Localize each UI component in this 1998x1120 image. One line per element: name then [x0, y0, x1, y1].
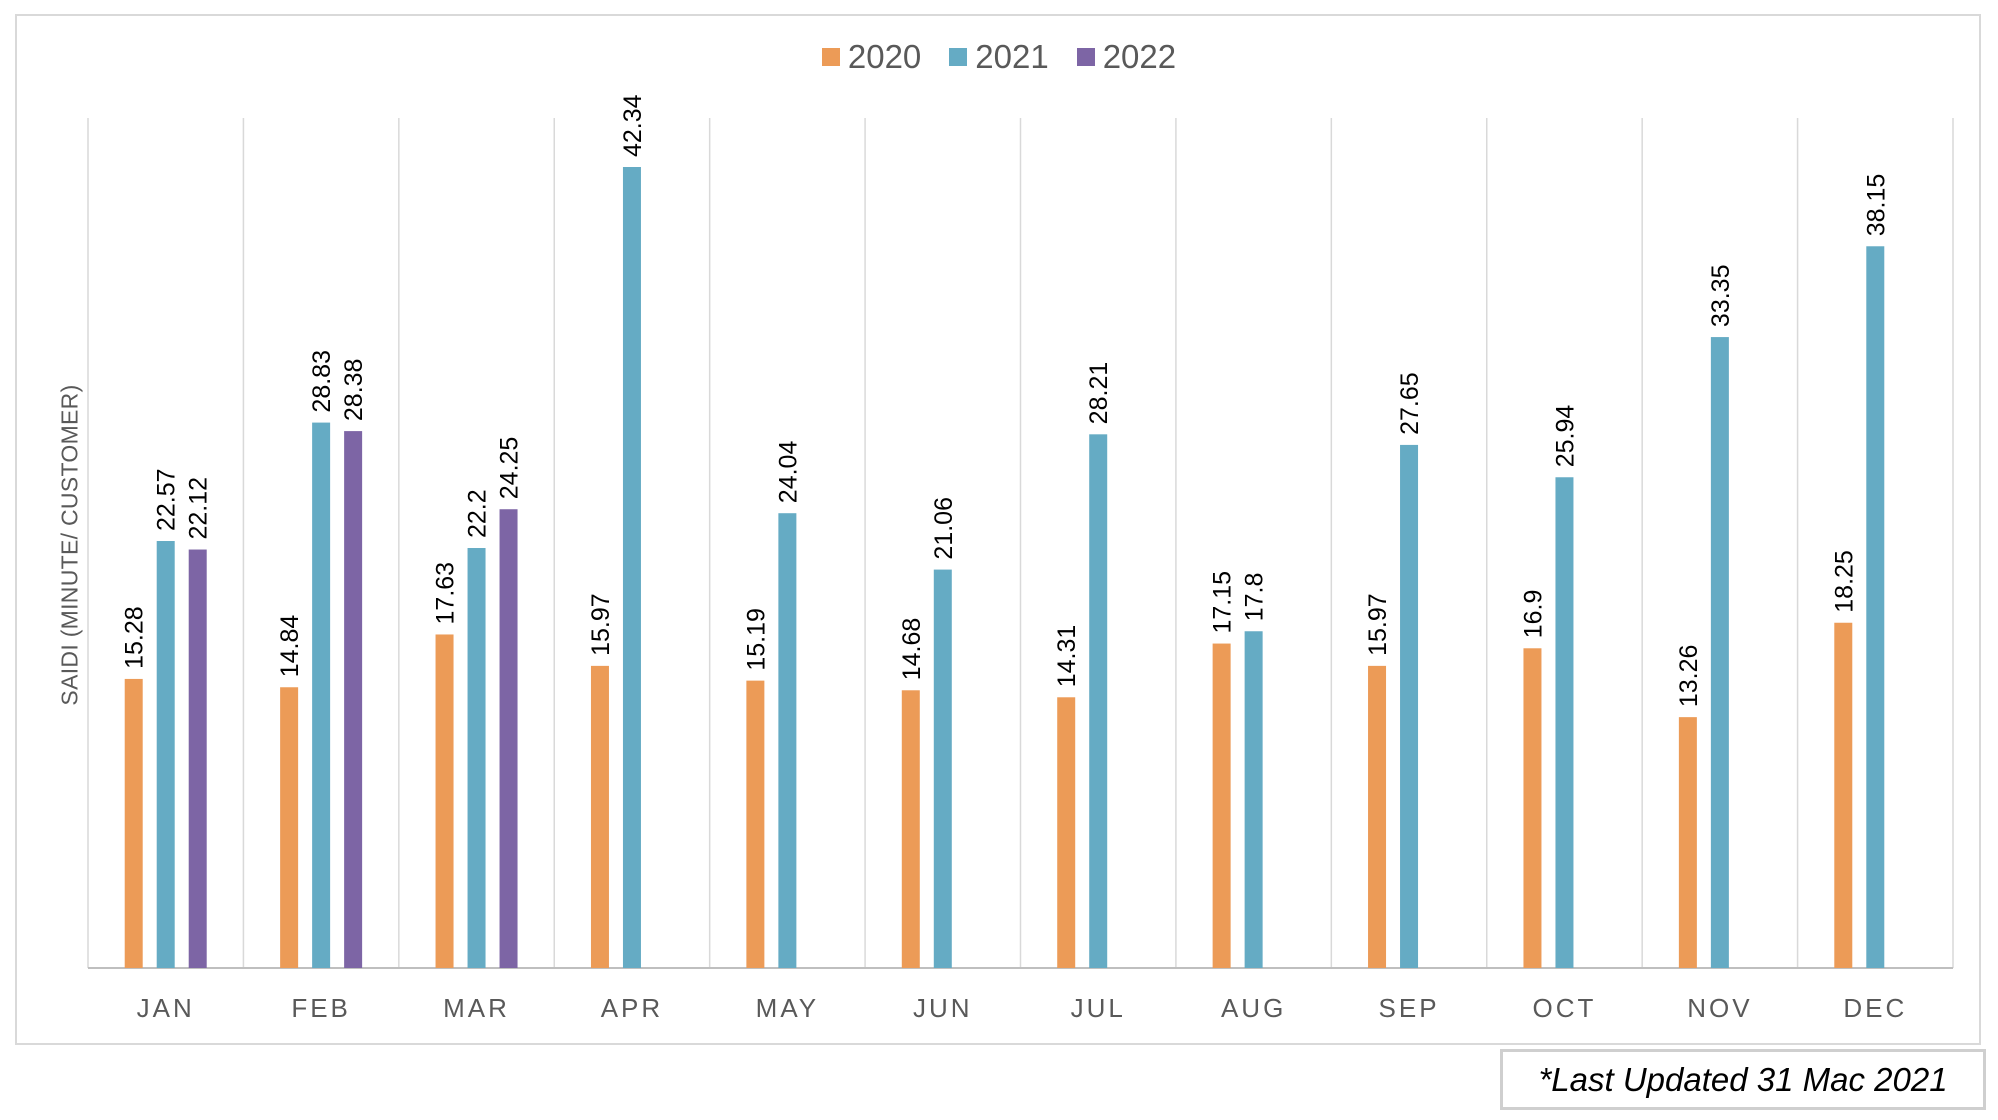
- bar-2021-sep: [1400, 444, 1419, 968]
- x-tick-label: OCT: [1533, 993, 1597, 1023]
- x-tick-label: JUN: [913, 993, 973, 1023]
- x-tick-label: JUL: [1071, 993, 1126, 1023]
- bar-2020-sep: [1368, 665, 1387, 968]
- x-tick-label: DEC: [1843, 993, 1907, 1023]
- bar-2020-jun: [901, 690, 920, 968]
- data-label: 15.19: [742, 608, 770, 671]
- last-updated-note: *Last Updated 31 Mac 2021: [1500, 1049, 1986, 1110]
- data-label: 28.21: [1085, 362, 1113, 425]
- bar-2020-feb: [280, 687, 299, 968]
- legend: 2020 2021 2022: [0, 38, 1998, 76]
- bar-2021-feb: [312, 422, 331, 969]
- data-label: 33.35: [1707, 265, 1735, 328]
- data-label: 25.94: [1551, 405, 1579, 468]
- x-tick-label: MAY: [756, 993, 819, 1023]
- data-label: 13.26: [1675, 645, 1703, 708]
- data-label: 14.31: [1053, 625, 1081, 688]
- bar-2020-jul: [1057, 697, 1076, 968]
- data-label: 22.12: [185, 477, 213, 540]
- bar-2020-may: [746, 680, 765, 968]
- legend-item-2022[interactable]: 2022: [1076, 38, 1177, 76]
- bar-2021-oct: [1555, 477, 1574, 968]
- bar-2022-jan: [188, 549, 207, 968]
- chart-frame: [15, 14, 1981, 1045]
- bar-2020-nov: [1678, 717, 1697, 968]
- data-label: 17.63: [432, 562, 460, 625]
- data-label: 28.38: [340, 359, 368, 422]
- data-label: 15.28: [121, 606, 149, 669]
- legend-swatch-2021: [949, 48, 968, 66]
- legend-swatch-2022: [1076, 48, 1095, 66]
- x-tick-label: APR: [601, 993, 663, 1023]
- legend-item-2021[interactable]: 2021: [949, 38, 1049, 76]
- x-tick-label: FEB: [291, 993, 351, 1023]
- bar-2021-nov: [1710, 337, 1729, 969]
- data-label: 15.97: [587, 593, 615, 656]
- bar-2021-jun: [933, 569, 952, 968]
- data-label: 17.15: [1209, 571, 1237, 634]
- bar-2020-jan: [124, 678, 143, 968]
- x-tick-label: NOV: [1687, 993, 1752, 1023]
- legend-label-2021: 2021: [975, 38, 1049, 75]
- x-tick-label: MAR: [443, 993, 510, 1023]
- bar-2021-jul: [1089, 434, 1108, 968]
- legend-item-2020[interactable]: 2020: [821, 38, 922, 76]
- data-label: 18.25: [1830, 550, 1858, 613]
- data-label: 24.25: [496, 437, 524, 500]
- legend-swatch-2020: [821, 48, 840, 66]
- bar-2020-aug: [1212, 643, 1231, 968]
- legend-label-2022: 2022: [1102, 38, 1177, 75]
- bar-2021-dec: [1866, 246, 1885, 969]
- data-label: 42.34: [619, 94, 647, 157]
- x-tick-label: SEP: [1379, 993, 1440, 1023]
- bar-2021-may: [778, 513, 797, 968]
- data-label: 17.8: [1241, 573, 1269, 622]
- data-label: 24.04: [774, 441, 802, 504]
- data-label: 14.84: [276, 615, 304, 678]
- data-label: 22.2: [464, 489, 492, 538]
- bar-2020-oct: [1523, 648, 1542, 968]
- bar-2020-dec: [1834, 622, 1853, 968]
- data-label: 16.9: [1519, 590, 1547, 639]
- data-label: 14.68: [898, 618, 926, 681]
- data-label: 28.83: [308, 350, 336, 413]
- bar-2021-apr: [622, 167, 641, 968]
- x-tick-label: AUG: [1221, 993, 1286, 1023]
- bar-2022-feb: [344, 431, 363, 968]
- data-label: 21.06: [930, 497, 958, 560]
- data-label: 38.15: [1862, 174, 1890, 237]
- data-label: 27.65: [1396, 372, 1424, 435]
- bar-2021-jan: [156, 541, 175, 968]
- bar-2021-aug: [1244, 631, 1263, 968]
- bar-2022-mar: [499, 509, 518, 968]
- legend-label-2020: 2020: [847, 38, 922, 75]
- x-tick-label: JAN: [137, 993, 195, 1023]
- bar-2020-apr: [590, 665, 609, 968]
- bar-2020-mar: [435, 634, 454, 968]
- bar-2021-mar: [467, 548, 486, 968]
- data-label: 22.57: [153, 468, 181, 531]
- data-label: 15.97: [1364, 593, 1392, 656]
